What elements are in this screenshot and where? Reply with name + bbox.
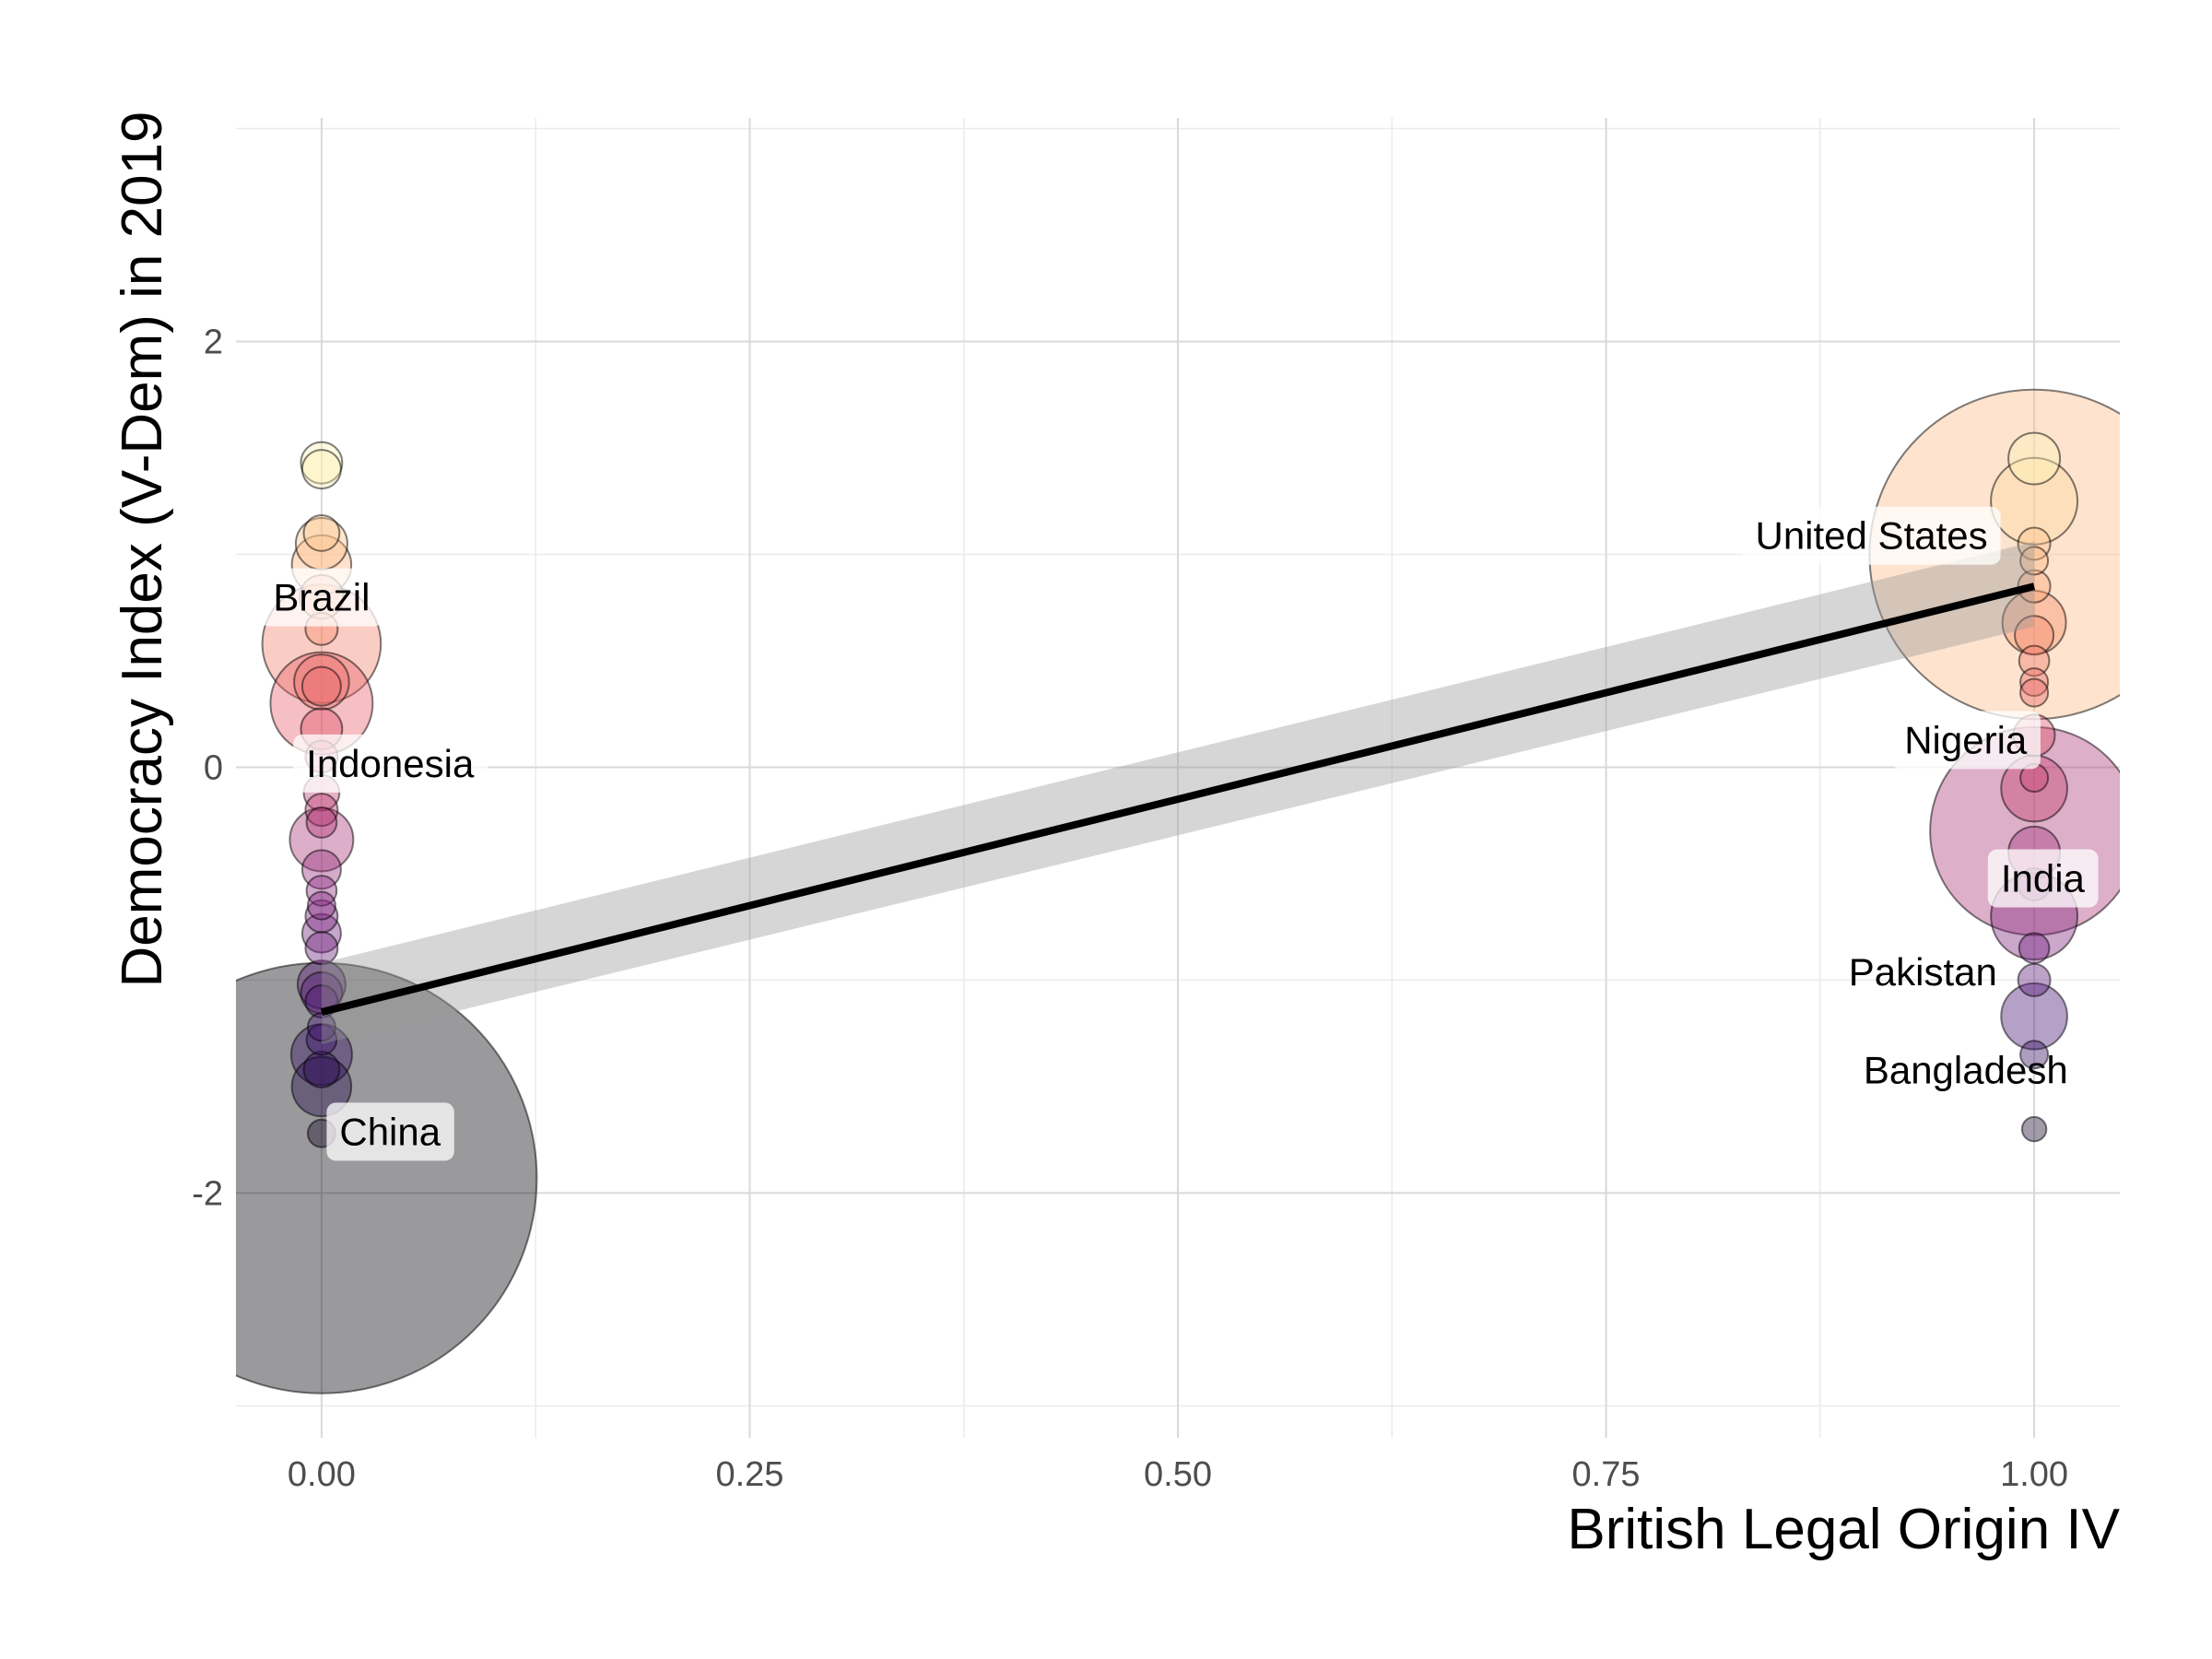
data-point [2007,431,2062,486]
point-label-text: Nigeria [1904,718,2028,761]
point-label: Pakistan [1849,950,1997,994]
point-label-text: China [339,1110,441,1153]
point-label: Nigeria [1891,711,2041,770]
point-label-text: United States [1755,514,1987,558]
point-label: United States [1742,506,2001,565]
point-label: Bangladesh [1864,1048,2068,1091]
label-box [260,568,383,627]
point-label-text: India [2001,857,2086,900]
data-point [2019,677,2050,708]
data-point [1990,456,2079,546]
x-tick-label: 0.75 [1572,1455,1641,1494]
data-point [2020,1115,2048,1143]
data-point [305,875,338,907]
x-tick-label: 0.50 [1144,1455,1212,1494]
point-label-text: Pakistan [1849,950,1997,994]
data-point [304,793,339,828]
data-point [302,1051,341,1088]
point-label-text: Bangladesh [1864,1048,2068,1091]
point-label: Indonesia [293,734,488,793]
data-point [306,1012,336,1042]
data-point [2019,667,2050,698]
data-point [236,961,538,1394]
y-tick-label: 2 [204,324,223,362]
label-box [1987,849,2099,908]
fit-line [320,582,2036,1016]
x-tick-label: 1.00 [2000,1455,2068,1494]
data-point [2018,932,2051,965]
data-point [2017,526,2052,561]
confidence-band [321,541,2035,1044]
data-point [304,931,339,966]
x-axis-title: British Legal Origin IV [1567,1498,2120,1561]
y-tick-label: -2 [192,1174,223,1213]
point-label-text: Brazil [273,576,370,619]
label-box [1742,506,2001,565]
x-tick-label: 0.25 [715,1455,783,1494]
data-point [300,449,342,490]
data-point [2014,615,2055,656]
data-point [305,1023,338,1056]
data-point [2019,1040,2050,1070]
point-label: Brazil [260,568,383,627]
tick-labels: 0.00 0.25 0.50 0.75 1.00 -2 0 2 [192,324,2068,1494]
point-label: China [326,1102,454,1161]
y-axis-title: Democracy Index (V-Dem) in 2019 [111,111,174,987]
data-point [293,653,350,711]
data-point [300,665,342,707]
grid-lines [236,118,2120,1438]
label-box [1891,711,2041,770]
data-point [2019,546,2050,576]
x-tick-label: 0.00 [288,1455,356,1494]
label-box [326,1102,454,1161]
point-labels: Brazil Indonesia China United States Nigeria… [260,506,2099,1161]
data-point [302,513,341,552]
point-label-text: Indonesia [306,742,475,785]
y-tick-label: 0 [204,748,223,787]
data-point [2000,982,2068,1051]
label-box [293,734,488,793]
data-point [2018,644,2051,677]
data-point [306,890,336,921]
data-point [2017,962,2052,997]
point-label: India [1987,849,2099,908]
data-point [305,806,338,839]
